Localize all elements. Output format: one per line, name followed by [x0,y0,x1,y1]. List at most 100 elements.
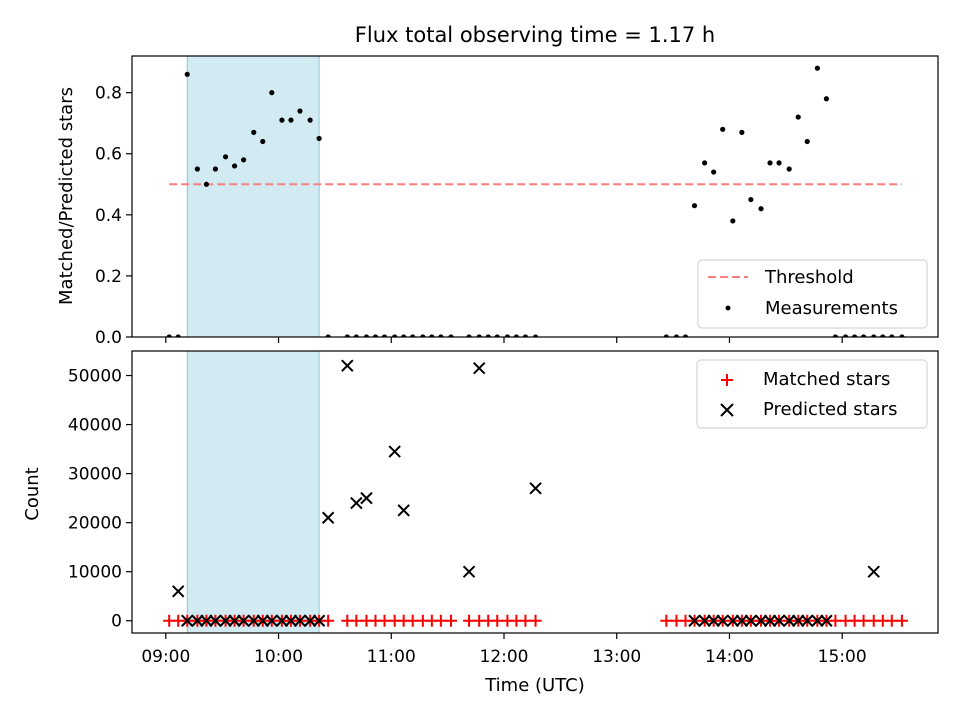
measurement-point [344,334,350,337]
matched-star-point [529,614,542,627]
bottom-axes-frame [131,350,939,634]
measurement-point [212,166,219,172]
measurement-point [767,160,773,166]
measurement-point [851,334,858,337]
predicted-star-point [698,614,711,627]
predicted-star-point [716,614,729,627]
bottom-ytick-label: 0 [111,612,122,632]
matched-star-point [406,614,419,627]
predicted-star-point [321,511,335,524]
matched-star-point [491,614,504,627]
matched-star-point [857,614,870,627]
top-ytick-label: 0.6 [95,145,122,165]
measurement-point [466,334,472,337]
measurement-point [288,117,294,123]
measurement-point [513,334,519,337]
measurement-point [401,334,407,337]
matched-star-point [378,614,391,627]
measurement-point [448,334,454,337]
predicted-star-point [397,504,410,517]
measurement-point [889,334,895,337]
top-panel: Flux total observing time = 1.17 h Match… [56,23,939,348]
matched-star-point [519,614,532,627]
predicted-star-point [200,614,213,627]
bottom-xtick-label: 13:00 [592,647,641,667]
measurement-point [410,334,416,337]
top-axis-ticks: 0.0 0.2 0.4 0.6 0.8 [95,84,843,348]
matched-star-point [322,614,335,627]
measurement-point [485,334,491,337]
predicted-star-point [237,614,250,627]
measurement-point [522,334,529,337]
bottom-ylabel: Count [22,467,43,520]
bottom-xtick-label: 14:00 [705,647,754,667]
predicted-star-point [172,585,185,598]
bottom-ytick-label: 10000 [68,563,122,583]
measurement-point [758,206,764,212]
measurement-point [166,334,172,337]
predicted-star-point [472,361,486,375]
bottom-xtick-label: 11:00 [367,647,416,667]
bottom-legend: Matched stars Predicted stars [696,359,928,429]
top-ytick-label: 0.2 [95,267,122,287]
legend-measurements-label: Measurements [765,298,898,319]
predicted-star-point [350,496,363,510]
measurement-point [297,108,303,114]
bottom-legend-box [696,359,928,429]
top-title: Flux total observing time = 1.17 h [355,23,715,47]
predicted-star-point [303,614,317,627]
top-ytick-label: 0.8 [95,84,122,104]
legend-matched-label: Matched stars [763,369,890,390]
measurement-point [494,334,500,337]
predicted-star-point [219,614,232,627]
legend-predicted-swatch [720,403,734,417]
predicted-star-point [801,614,814,627]
predicted-star-point [228,614,241,627]
predicted-star-point [209,614,222,627]
top-legend-box [697,259,928,329]
predicted-star-point [782,614,796,627]
measurement-point [251,129,257,135]
measurement-point [504,334,510,337]
predicted-star-point [181,614,194,627]
legend-matched-swatch [721,374,733,386]
matched-star-point [660,614,673,627]
predicted-star-point [312,614,326,627]
matched-star-point [829,614,842,627]
bottom-panel: Count Time (UTC) 0 10000 20000 30000 40000 50… [22,350,939,696]
measurement-point [702,160,708,166]
top-shaded-interval [186,55,320,338]
measurement-point [682,334,689,337]
measurement-point [260,138,266,145]
measurement-point [231,163,238,169]
predicted-star-point [726,614,740,627]
measurement-point [353,334,359,337]
matched-star-point [463,614,476,627]
predicted-star-point [462,565,476,578]
measurement-point [663,334,669,337]
matched-star-point [445,614,458,627]
predicted-star-point [792,614,805,627]
matched-star-point [350,614,363,627]
predicted-star-point [811,614,824,627]
measurement-point [269,90,275,96]
measurement-point [194,166,200,172]
measurement-point [720,126,726,132]
predicted-star-point [529,482,542,495]
matched-star-point [885,614,898,627]
matched-star-point [434,614,447,627]
measurement-point [184,71,190,77]
measurement-point [795,114,801,120]
measurement-point [476,334,482,337]
measurement-point [203,181,209,187]
predicted-star-point [191,614,204,627]
bottom-ytick-label: 20000 [68,514,122,534]
measurement-point [429,334,435,337]
bottom-axis-ticks: 0 10000 20000 30000 40000 50000 09:00 10:00 11:0… [68,367,867,667]
predicted-star-point [707,614,720,627]
measurement-point [279,117,285,123]
measurement-point [381,334,388,337]
predicted-star-point [284,614,298,627]
measurement-point [711,169,717,175]
